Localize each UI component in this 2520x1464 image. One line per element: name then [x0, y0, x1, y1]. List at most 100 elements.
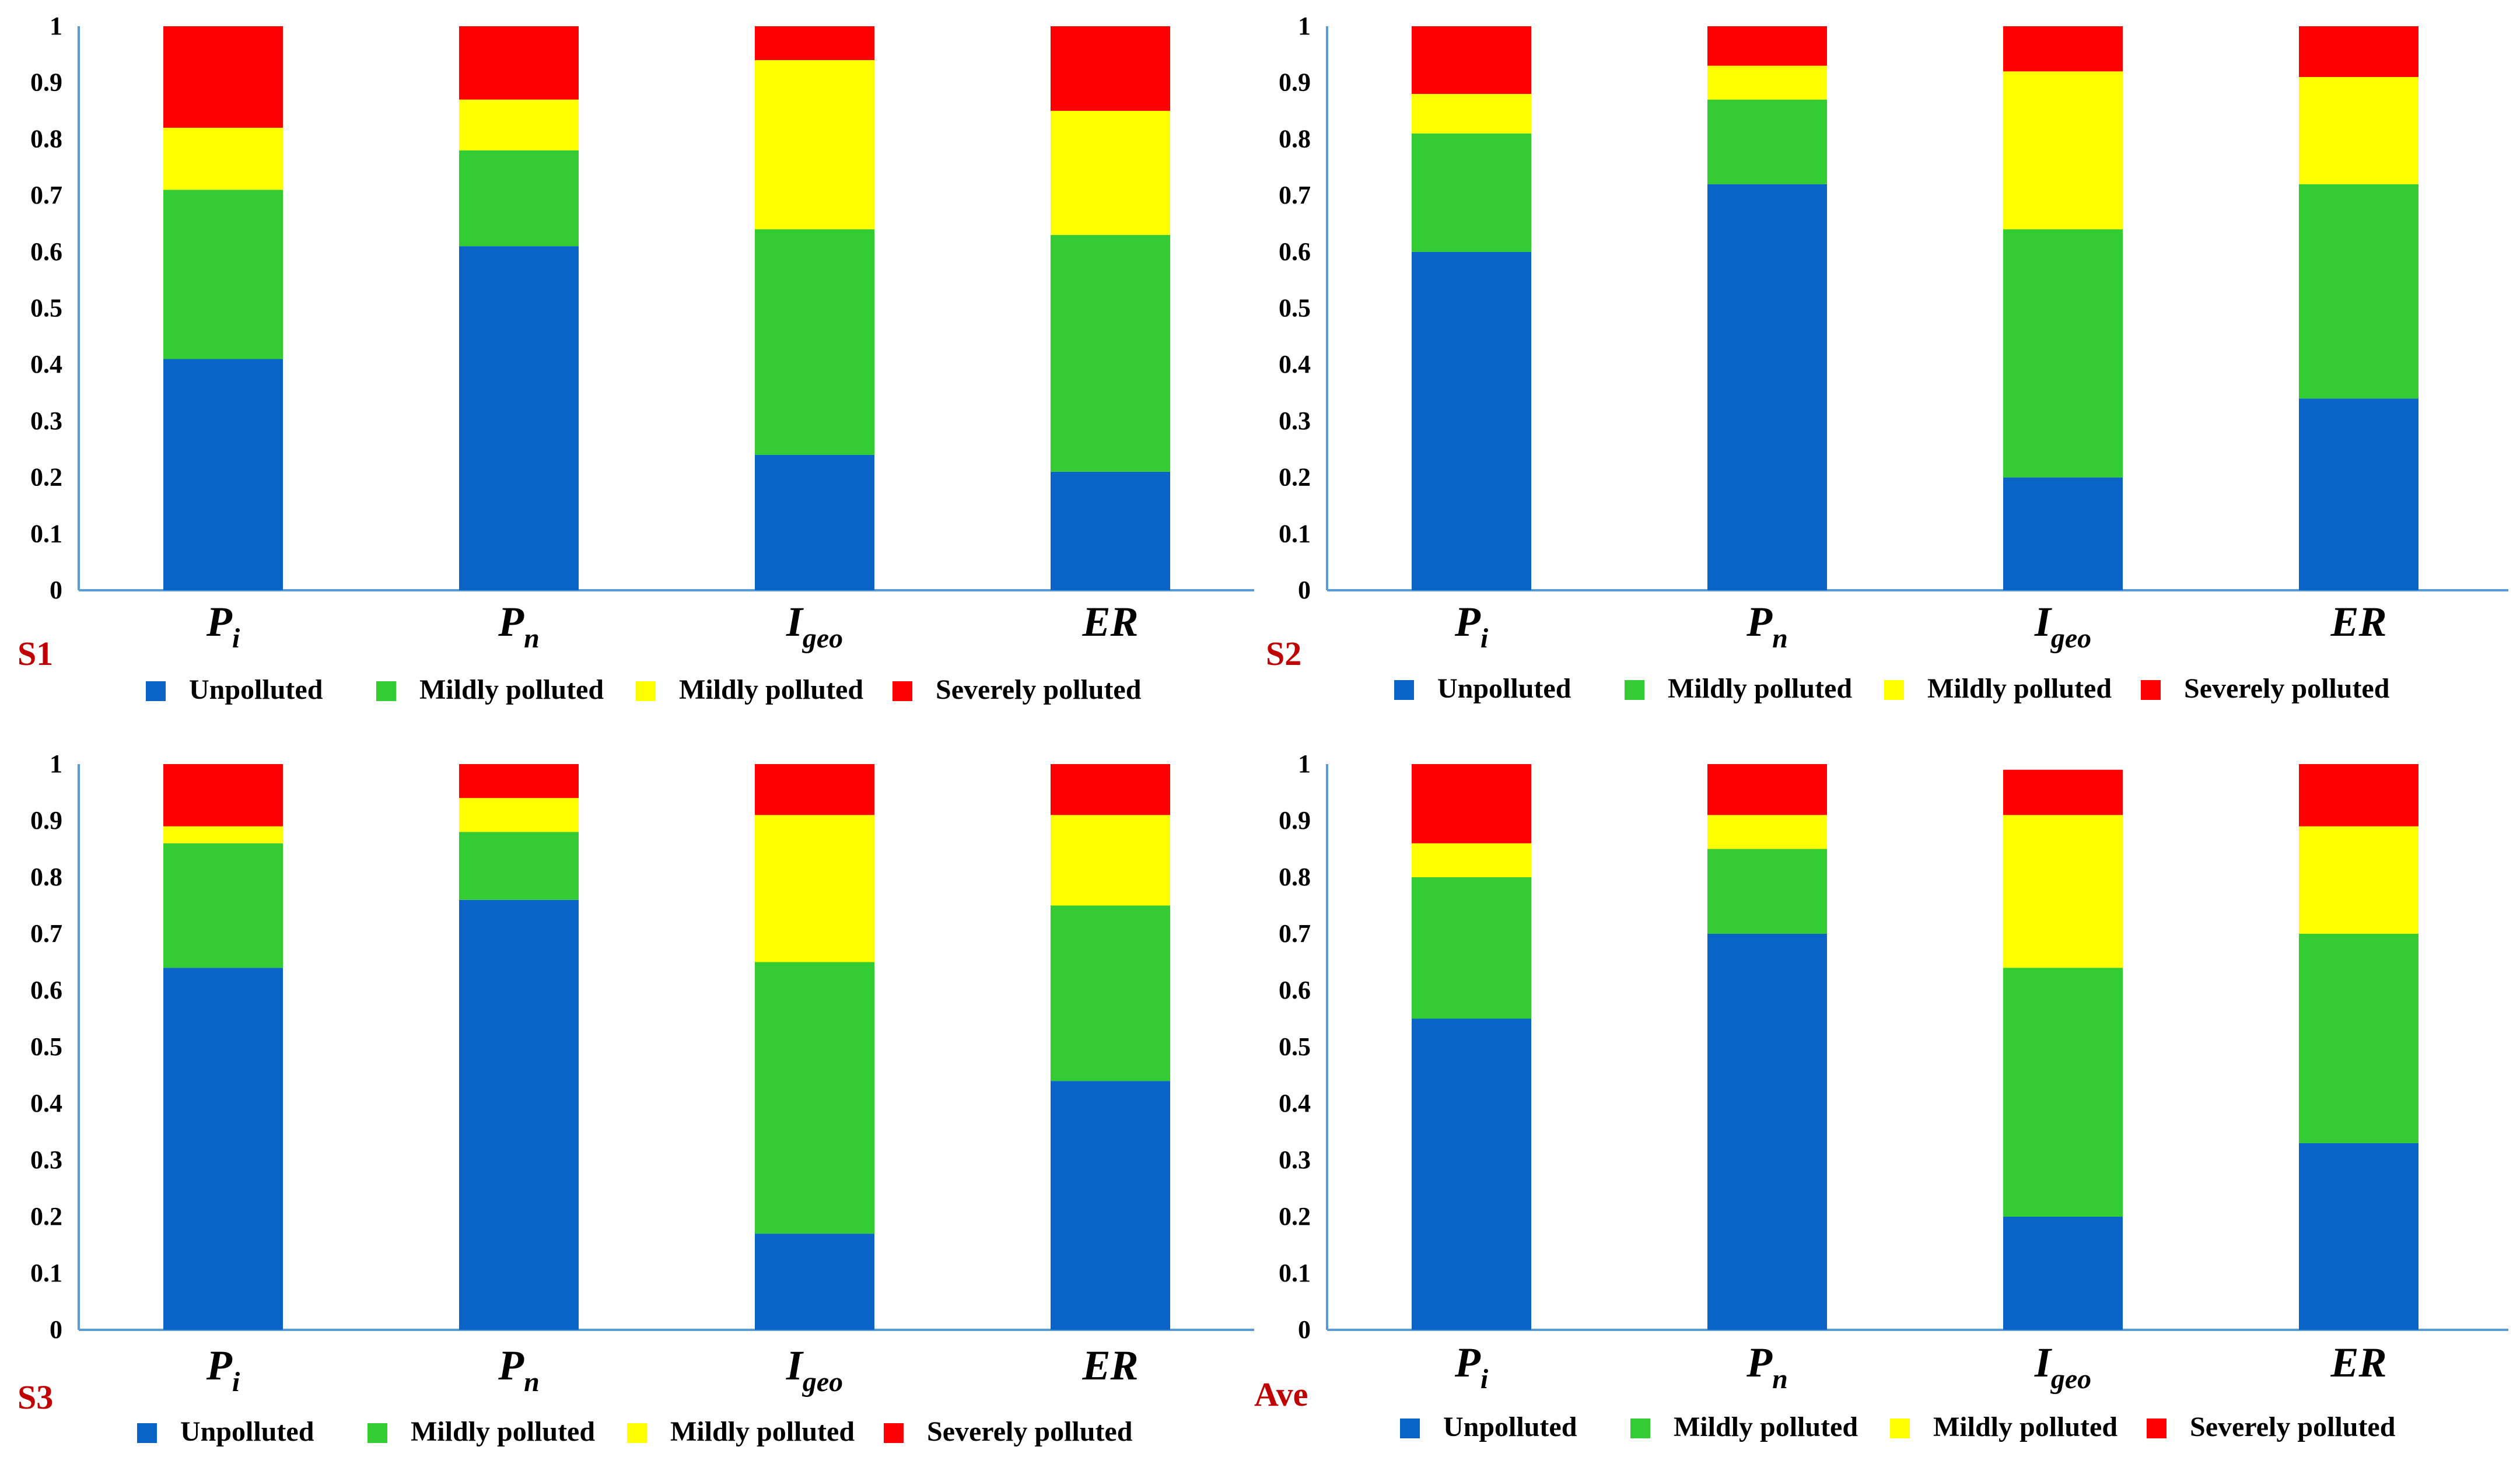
panel-label: S2 — [1266, 635, 1301, 673]
bar-segment-unpolluted — [1051, 1081, 1170, 1330]
x-category-subscript: i — [1480, 623, 1489, 654]
bar-segment-severely-polluted — [2003, 26, 2123, 72]
bar-segment-mildly-polluted — [755, 815, 874, 962]
bar-segment-severely-polluted — [1707, 764, 1827, 815]
y-tick-label: 0 — [50, 1315, 62, 1344]
bar-segment-mildly-polluted — [1412, 133, 1531, 252]
panel-label: S1 — [18, 635, 53, 673]
bar-segment-mildly-polluted — [2299, 934, 2418, 1143]
x-category-subscript: n — [524, 1367, 540, 1398]
bar-segment-unpolluted — [1412, 1018, 1531, 1330]
bar-segment-severely-polluted — [2299, 26, 2418, 78]
x-category-label: Pn — [1746, 1339, 1788, 1395]
y-tick-label: 0.1 — [30, 1259, 62, 1287]
y-tick-label: 0.2 — [1279, 463, 1311, 492]
bar-segment-mildly-polluted — [755, 60, 874, 230]
x-category-label: Pn — [498, 598, 540, 654]
x-category-subscript: n — [524, 623, 540, 654]
bar-segment-mildly-polluted — [163, 826, 283, 843]
bar-segment-severely-polluted — [1051, 26, 1170, 111]
bar-segment-unpolluted — [1412, 251, 1531, 590]
x-category-main: I — [786, 1342, 804, 1389]
x-category-label: Igeo — [786, 598, 843, 654]
bar-segment-mildly-polluted — [1707, 65, 1827, 100]
x-category-main: ER — [2330, 598, 2386, 645]
x-category-main: ER — [2330, 1339, 2386, 1386]
y-tick-label: 1 — [1298, 12, 1311, 40]
bar-segment-mildly-polluted — [459, 150, 579, 247]
legend-swatch — [1630, 1419, 1650, 1438]
legend-label: Mildly polluted — [670, 1416, 855, 1447]
y-tick-label: 0.2 — [1279, 1202, 1311, 1231]
y-tick-label: 0.4 — [30, 1089, 62, 1118]
x-category-label: Igeo — [786, 1342, 843, 1398]
y-tick-label: 0.7 — [1279, 181, 1311, 209]
y-tick-label: 0.8 — [1279, 124, 1311, 153]
legend-swatch — [368, 1423, 387, 1443]
y-tick-label: 0.9 — [30, 806, 62, 835]
bar-segment-unpolluted — [163, 359, 283, 590]
bar-segment-severely-polluted — [1412, 26, 1531, 94]
bar-segment-mildly-polluted — [1412, 877, 1531, 1019]
y-tick-label: 0.5 — [30, 294, 62, 323]
bar-segment-mildly-polluted — [1412, 94, 1531, 134]
bar-segment-severely-polluted — [1412, 764, 1531, 843]
x-category-main: P — [1454, 598, 1481, 645]
bar-segment-mildly-polluted — [2003, 71, 2123, 230]
bar-segment-mildly-polluted — [2003, 968, 2123, 1217]
y-tick-label: 0.4 — [30, 350, 62, 379]
bar-segment-mildly-polluted — [1051, 111, 1170, 235]
x-category-subscript: geo — [802, 623, 843, 654]
bar-segment-severely-polluted — [459, 26, 579, 100]
y-tick-label: 0.1 — [1279, 1259, 1311, 1287]
x-category-label: Igeo — [2034, 1339, 2091, 1395]
x-category-subscript: n — [1772, 623, 1788, 654]
bar-segment-mildly-polluted — [1707, 849, 1827, 934]
panel-label: Ave — [1254, 1375, 1308, 1413]
legend: Unpolluted Mildly polluted Mildly polluted… — [137, 1416, 1133, 1447]
y-tick-label: 1 — [50, 749, 62, 778]
y-tick-label: 0.1 — [1279, 519, 1311, 548]
legend-swatch — [146, 681, 166, 701]
y-tick-label: 0.8 — [30, 863, 62, 891]
y-tick-label: 0.2 — [30, 1202, 62, 1231]
y-tick-label: 1 — [50, 12, 62, 40]
bar-segment-unpolluted — [2003, 477, 2123, 590]
y-tick-label: 0.6 — [30, 976, 62, 1004]
y-tick-label: 1 — [1298, 749, 1311, 778]
bar-segment-mildly-polluted — [1412, 843, 1531, 877]
x-category-subscript: i — [232, 1367, 240, 1398]
x-category-label: ER — [1082, 598, 1138, 645]
y-tick-label: 0.3 — [30, 1146, 62, 1174]
bar-segment-mildly-polluted — [2003, 815, 2123, 968]
bar-segment-unpolluted — [459, 246, 579, 590]
panel-label: S3 — [18, 1378, 53, 1416]
y-tick-label: 0.3 — [1279, 407, 1311, 435]
legend-label: Severely polluted — [2190, 1412, 2396, 1442]
y-tick-label: 0.4 — [1279, 350, 1311, 379]
bar-segment-severely-polluted — [2003, 769, 2123, 815]
bar-segment-mildly-polluted — [163, 190, 283, 359]
y-tick-label: 0.8 — [30, 124, 62, 153]
x-category-main: ER — [1082, 1342, 1138, 1389]
bar-segment-unpolluted — [1051, 471, 1170, 590]
x-category-main: I — [2034, 598, 2053, 645]
legend-label: Severely polluted — [2184, 673, 2390, 704]
y-tick-label: 0.5 — [1279, 1032, 1311, 1061]
x-category-main: P — [1746, 598, 1773, 645]
x-category-subscript: geo — [2050, 623, 2091, 654]
x-category-subscript: i — [1480, 1364, 1489, 1395]
legend-label: Unpolluted — [1443, 1412, 1577, 1442]
bar-segment-mildly-polluted — [1051, 234, 1170, 472]
legend: Unpolluted Mildly polluted Mildly polluted… — [1394, 673, 2390, 704]
bar-segment-mildly-polluted — [2003, 229, 2123, 478]
bar-segment-mildly-polluted — [1051, 815, 1170, 906]
bar-segment-mildly-polluted — [459, 798, 579, 832]
x-category-label: Pn — [1746, 598, 1788, 654]
y-tick-label: 0.2 — [30, 463, 62, 492]
y-tick-label: 0.5 — [30, 1032, 62, 1061]
y-tick-label: 0.8 — [1279, 863, 1311, 891]
